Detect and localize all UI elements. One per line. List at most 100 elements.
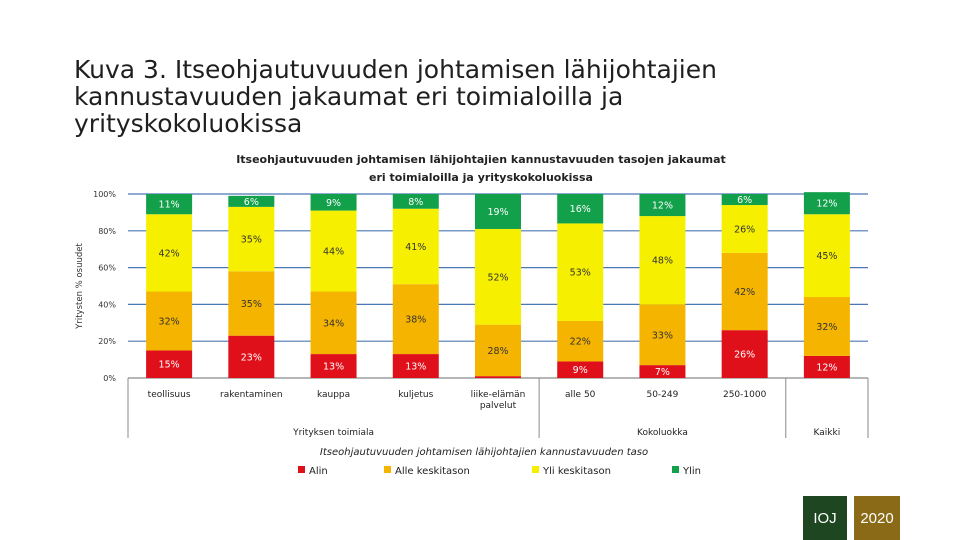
bar-segment bbox=[392, 208, 439, 285]
legend-label: Alin bbox=[309, 466, 328, 477]
x-tick-label: rakentaminen bbox=[220, 390, 283, 400]
bar-segment bbox=[557, 320, 604, 362]
bar-segment bbox=[557, 361, 604, 378]
bar-segment bbox=[310, 291, 357, 355]
legend-swatch bbox=[672, 466, 679, 473]
x-tick-label: liike-elämän bbox=[471, 390, 526, 400]
bar-segment bbox=[146, 291, 193, 351]
data-label: 32% bbox=[816, 322, 837, 333]
bar-segment bbox=[228, 335, 275, 378]
legend-swatch bbox=[298, 466, 305, 473]
legend-label: Ylin bbox=[682, 466, 701, 477]
data-label: 38% bbox=[405, 315, 426, 326]
y-axis-label: Yritysten % osuudet bbox=[75, 243, 85, 330]
x-tick-label: 250-1000 bbox=[723, 390, 767, 400]
x-tick-label: palvelut bbox=[480, 401, 517, 411]
data-label: 23% bbox=[241, 352, 262, 363]
data-label: 9% bbox=[326, 198, 341, 209]
y-tick-label: 20% bbox=[98, 337, 116, 346]
bar-segment bbox=[803, 214, 850, 298]
data-label: 22% bbox=[570, 337, 591, 348]
data-label: 32% bbox=[159, 316, 180, 327]
data-label: 45% bbox=[816, 251, 837, 262]
data-label: 6% bbox=[737, 195, 752, 206]
bar-segment bbox=[392, 354, 439, 378]
data-label: 52% bbox=[487, 272, 508, 283]
x-tick-label: teollisuus bbox=[148, 390, 191, 400]
bar-segment bbox=[639, 216, 686, 305]
slide-title: Kuva 3. Itseohjautuvuuden johtamisen läh… bbox=[74, 56, 717, 138]
x-tick-label: 50-249 bbox=[646, 390, 678, 400]
bar-segment bbox=[392, 284, 439, 355]
bar-segment bbox=[228, 206, 275, 272]
bar-segment bbox=[475, 194, 521, 229]
group-label: Yrityksen toimiala bbox=[292, 428, 374, 438]
data-label: 7% bbox=[655, 367, 670, 378]
bar-segment bbox=[639, 194, 686, 217]
x-tick-label: kauppa bbox=[317, 390, 350, 400]
data-label: 8% bbox=[408, 197, 423, 208]
bar-segment bbox=[721, 194, 768, 206]
bar-segment bbox=[639, 304, 686, 366]
bar-segment bbox=[557, 223, 604, 321]
legend-swatch bbox=[384, 466, 391, 473]
year-badge: 2020 bbox=[854, 496, 900, 540]
data-label: 12% bbox=[816, 199, 837, 210]
group-label: Kokoluokka bbox=[637, 428, 688, 438]
data-label: 26% bbox=[734, 224, 755, 235]
data-label: 13% bbox=[323, 362, 344, 373]
bar-segment bbox=[803, 355, 850, 378]
bar-segment bbox=[310, 354, 357, 378]
data-label: 19% bbox=[487, 207, 508, 218]
data-label: 16% bbox=[570, 204, 591, 215]
data-label: 35% bbox=[241, 299, 262, 310]
bar-segment bbox=[475, 228, 521, 325]
data-label: 9% bbox=[573, 365, 588, 376]
group-label: Kaikki bbox=[814, 428, 841, 438]
bar-segment bbox=[228, 195, 275, 207]
data-label: 33% bbox=[652, 330, 673, 341]
bar-segment bbox=[146, 350, 193, 378]
data-label: 48% bbox=[652, 256, 673, 267]
bar-segment bbox=[803, 297, 850, 356]
x-axis-label: Itseohjautuvuuden johtamisen lähijohtaji… bbox=[320, 447, 648, 458]
y-tick-label: 0% bbox=[103, 374, 116, 383]
legend-swatch bbox=[532, 466, 539, 473]
x-tick-label: alle 50 bbox=[565, 390, 596, 400]
bar-segment bbox=[803, 192, 850, 215]
y-tick-label: 80% bbox=[98, 227, 116, 236]
bar-segment bbox=[146, 214, 193, 292]
data-label: 28% bbox=[487, 346, 508, 357]
bar-segment bbox=[721, 252, 768, 331]
ioj-badge: IOJ bbox=[803, 496, 847, 540]
bar-segment bbox=[721, 330, 768, 378]
data-label: 42% bbox=[159, 248, 180, 259]
bar-segment bbox=[310, 210, 357, 292]
data-label: 12% bbox=[816, 362, 837, 373]
data-label: 41% bbox=[405, 242, 426, 253]
x-tick-label: kuljetus bbox=[398, 390, 433, 400]
bar-segment bbox=[310, 194, 357, 211]
legend-label: Yli keskitason bbox=[542, 466, 611, 477]
chart-title-line-2: eri toimialoilla ja yrityskokoluokissa bbox=[369, 171, 593, 184]
bar-segment bbox=[392, 194, 439, 209]
data-label: 53% bbox=[570, 268, 591, 279]
bar-segment bbox=[557, 194, 604, 224]
y-tick-label: 40% bbox=[98, 300, 116, 309]
data-label: 6% bbox=[244, 197, 259, 208]
bar-segment bbox=[721, 205, 768, 253]
bar-segment bbox=[146, 194, 193, 215]
data-label: 15% bbox=[159, 360, 180, 371]
data-label: 42% bbox=[734, 287, 755, 298]
data-label: 12% bbox=[652, 201, 673, 212]
data-label: 11% bbox=[159, 200, 180, 211]
data-label: 26% bbox=[734, 350, 755, 361]
y-tick-label: 100% bbox=[93, 190, 116, 199]
legend-label: Alle keskitason bbox=[395, 466, 470, 477]
bar-segment bbox=[639, 365, 686, 378]
bar-segment bbox=[475, 324, 521, 377]
bar-segment bbox=[475, 376, 521, 378]
bar-segment bbox=[228, 271, 275, 336]
data-label: 34% bbox=[323, 318, 344, 329]
